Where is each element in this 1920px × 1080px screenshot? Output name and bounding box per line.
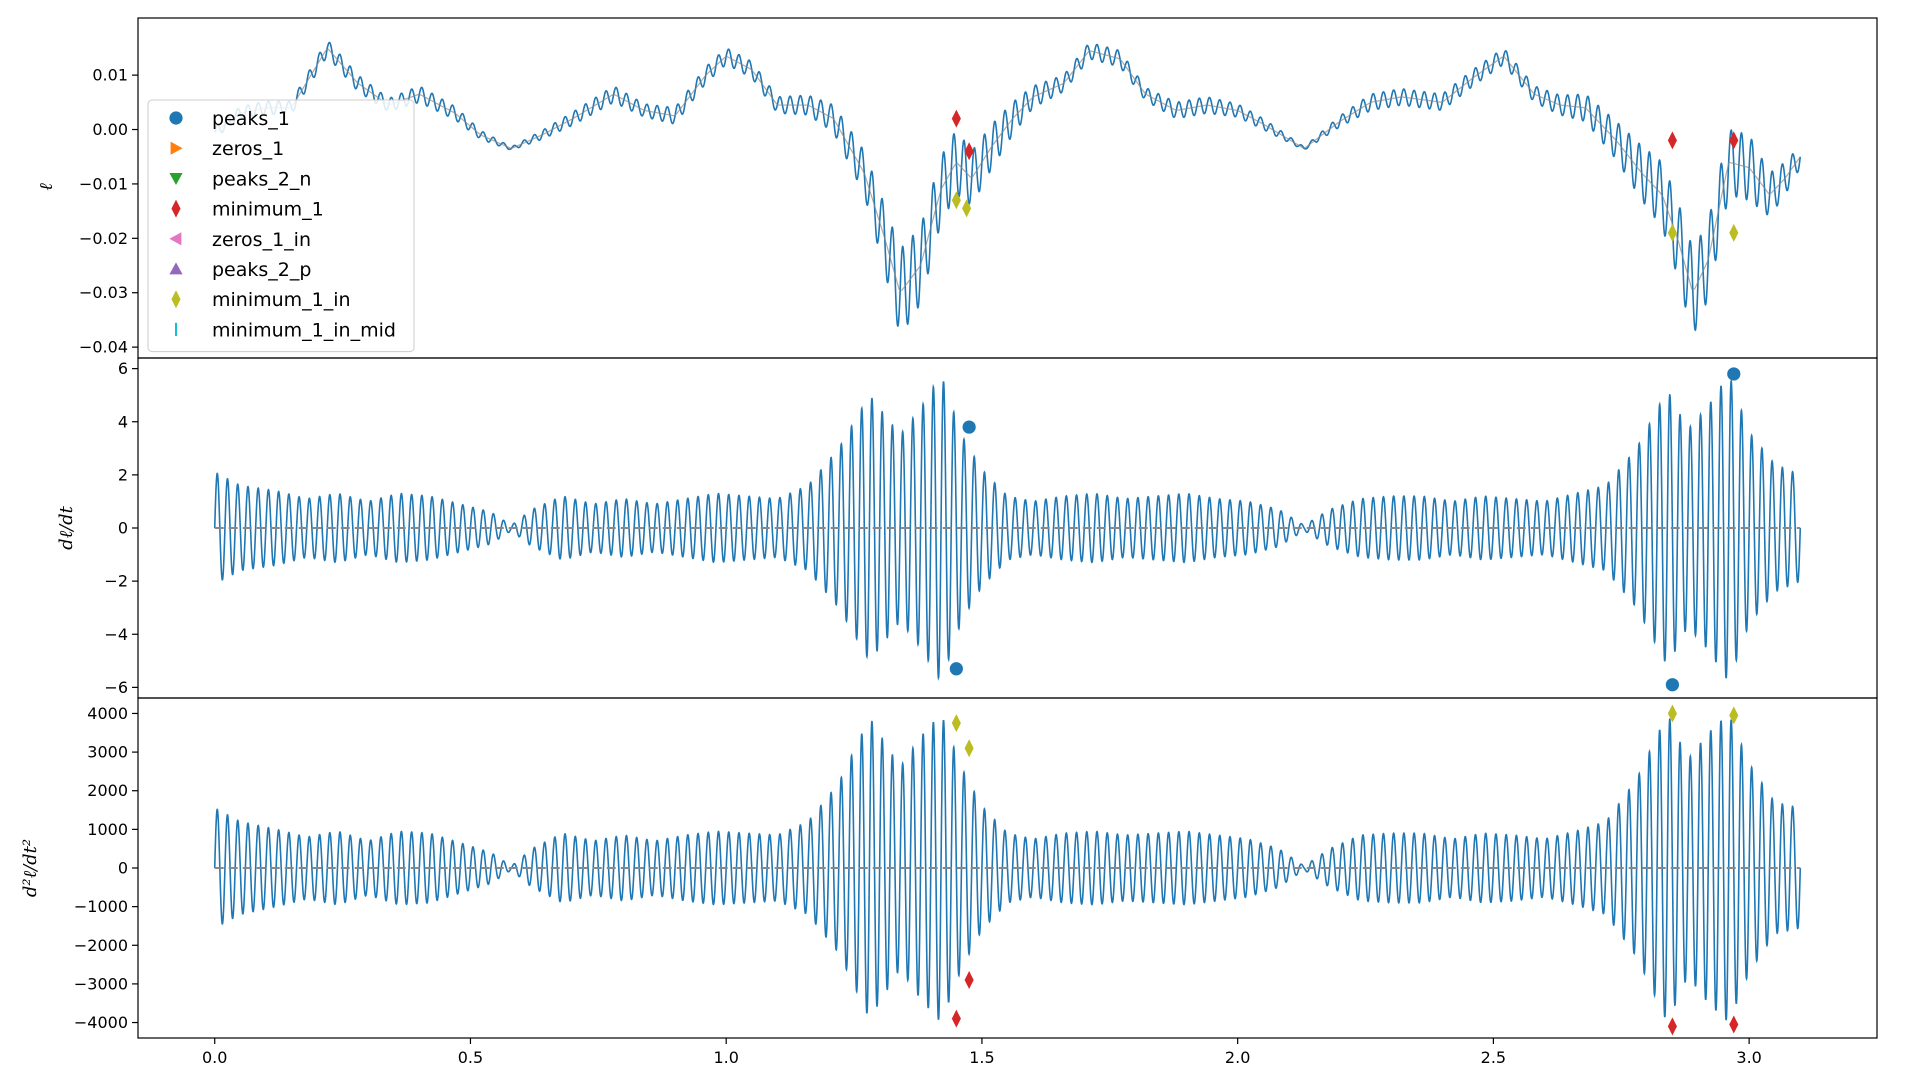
top-y-tick-label: 0.00 bbox=[92, 120, 128, 139]
bottom-marker-minimum-1-0 bbox=[951, 1009, 961, 1028]
middle-y-tick-label: −2 bbox=[104, 572, 128, 591]
x-tick-label: 2.5 bbox=[1481, 1048, 1506, 1067]
top-y-tick-label: −0.03 bbox=[79, 283, 128, 302]
top-marker-minimum-1-in-1 bbox=[962, 199, 972, 218]
top-y-axis: 0.01 0.00 −0.01 −0.02 −0.03 −0.04 bbox=[79, 66, 138, 357]
top-y-axis-label: ℓ bbox=[36, 183, 57, 191]
x-tick-label: 1.5 bbox=[969, 1048, 994, 1067]
x-tick-label: 2.0 bbox=[1225, 1048, 1250, 1067]
bottom-y-tick-label: 1000 bbox=[87, 820, 128, 839]
middle-y-axis-label: dℓ/dt bbox=[56, 505, 77, 550]
bottom-y-tick-label: 3000 bbox=[87, 743, 128, 762]
middle-plot-content bbox=[213, 367, 1802, 692]
x-tick-label: 1.0 bbox=[713, 1048, 738, 1067]
legend-marker-zeros-1 bbox=[170, 141, 183, 155]
legend-label-minimum-1-in-mid: minimum_1_in_mid bbox=[212, 319, 396, 341]
legend-label-minimum-1: minimum_1 bbox=[212, 199, 324, 221]
legend-marker-peaks-2-n bbox=[169, 173, 183, 185]
legend-marker-minimum-1-in bbox=[171, 290, 181, 309]
x-tick-label: 0.0 bbox=[202, 1048, 227, 1067]
top-y-tick-label: 0.01 bbox=[92, 66, 128, 85]
legend-marker-minimum-1 bbox=[171, 199, 181, 218]
bottom-y-tick-label: −4000 bbox=[74, 1013, 128, 1032]
middle-marker-peaks-1-2 bbox=[1665, 678, 1680, 692]
legend-label-peaks-2-p: peaks_2_p bbox=[212, 259, 311, 281]
middle-y-tick-label: 0 bbox=[118, 519, 128, 538]
bottom-y-axis: 4000 3000 2000 1000 0 −1000 −2000 −3000 −4000 bbox=[74, 704, 138, 1032]
top-plot-content bbox=[213, 41, 1802, 332]
bottom-y-tick-label: 2000 bbox=[87, 781, 128, 800]
legend-label-peaks-2-n: peaks_2_n bbox=[212, 168, 311, 190]
top-marker-minimum-1-2 bbox=[1667, 131, 1677, 150]
legend-marker-peaks-1 bbox=[169, 111, 183, 125]
panel-top: 0.01 0.00 −0.01 −0.02 −0.03 −0.04 ℓ peaks_1ze… bbox=[36, 17, 1878, 359]
middle-marker-peaks-1-0 bbox=[949, 662, 963, 676]
middle-y-axis: 6 4 2 0 −2 −4 −6 bbox=[104, 359, 138, 697]
top-reference-line bbox=[214, 48, 1801, 292]
bottom-marker-minimum-1-2 bbox=[1667, 1017, 1677, 1036]
middle-y-tick-label: −6 bbox=[104, 678, 128, 697]
bottom-y-axis-label: d²ℓ/dt² bbox=[20, 839, 41, 897]
legend-box bbox=[147, 99, 415, 353]
top-marker-minimum-1-in-3 bbox=[1729, 223, 1739, 242]
middle-y-tick-label: 4 bbox=[118, 412, 128, 431]
top-y-tick-label: −0.02 bbox=[79, 229, 128, 248]
legend-label-zeros-1-in: zeros_1_in bbox=[212, 229, 311, 251]
bottom-x-axis: 0.0 0.5 1.0 1.5 2.0 2.5 3.0 bbox=[202, 1038, 1762, 1067]
bottom-axes-frame bbox=[137, 697, 1878, 1039]
middle-y-tick-label: −4 bbox=[104, 625, 128, 644]
bottom-y-tick-label: −3000 bbox=[74, 974, 128, 993]
middle-y-tick-label: 6 bbox=[118, 359, 128, 378]
middle-marker-peaks-1-3 bbox=[1727, 367, 1741, 381]
bottom-marker-minimum-1-3 bbox=[1729, 1015, 1739, 1034]
top-clipped-region bbox=[213, 41, 1802, 332]
legend-marker-peaks-2-p bbox=[169, 262, 183, 275]
legend: peaks_1 zeros_1 peaks_2_n minimum_1 zeros_1_… bbox=[147, 99, 415, 353]
x-tick-label: 3.0 bbox=[1736, 1048, 1761, 1067]
top-marker-minimum-1-0 bbox=[951, 109, 961, 128]
panel-bottom: 4000 3000 2000 1000 0 −1000 −2000 −3000 −4000 0.… bbox=[20, 697, 1878, 1067]
top-marker-minimum-1-3 bbox=[1729, 131, 1739, 150]
bottom-y-tick-label: −1000 bbox=[74, 897, 128, 916]
bottom-marker-minimum-1-in-3 bbox=[1729, 706, 1739, 725]
x-tick-label: 0.5 bbox=[458, 1048, 483, 1067]
top-y-tick-label: −0.01 bbox=[79, 174, 128, 193]
top-y-tick-label: −0.04 bbox=[79, 338, 128, 357]
bottom-y-tick-label: 0 bbox=[118, 859, 128, 878]
legend-label-peaks-1: peaks_1 bbox=[212, 108, 290, 130]
legend-label-zeros-1: zeros_1 bbox=[212, 138, 284, 160]
legend-marker-zeros-1-in bbox=[169, 232, 182, 246]
top-marker-minimum-1-in-2 bbox=[1667, 223, 1677, 242]
bottom-plot-content bbox=[213, 704, 1802, 1036]
top-marker-minimum-1-1 bbox=[964, 142, 974, 161]
top-marker-minimum-1-in-0 bbox=[951, 191, 961, 210]
middle-y-tick-label: 2 bbox=[118, 465, 128, 484]
bottom-y-tick-label: 4000 bbox=[87, 704, 128, 723]
legend-label-minimum-1-in: minimum_1_in bbox=[212, 289, 351, 311]
bottom-marker-minimum-1-in-0 bbox=[951, 714, 961, 733]
bottom-marker-minimum-1-in-2 bbox=[1667, 704, 1677, 723]
bottom-y-tick-label: −2000 bbox=[74, 936, 128, 955]
bottom-marker-minimum-1-in-1 bbox=[964, 739, 974, 758]
middle-clipped-region bbox=[213, 367, 1802, 692]
middle-marker-peaks-1-1 bbox=[962, 420, 976, 434]
bottom-clipped-region bbox=[213, 704, 1802, 1036]
bottom-marker-minimum-1-1 bbox=[964, 971, 974, 990]
